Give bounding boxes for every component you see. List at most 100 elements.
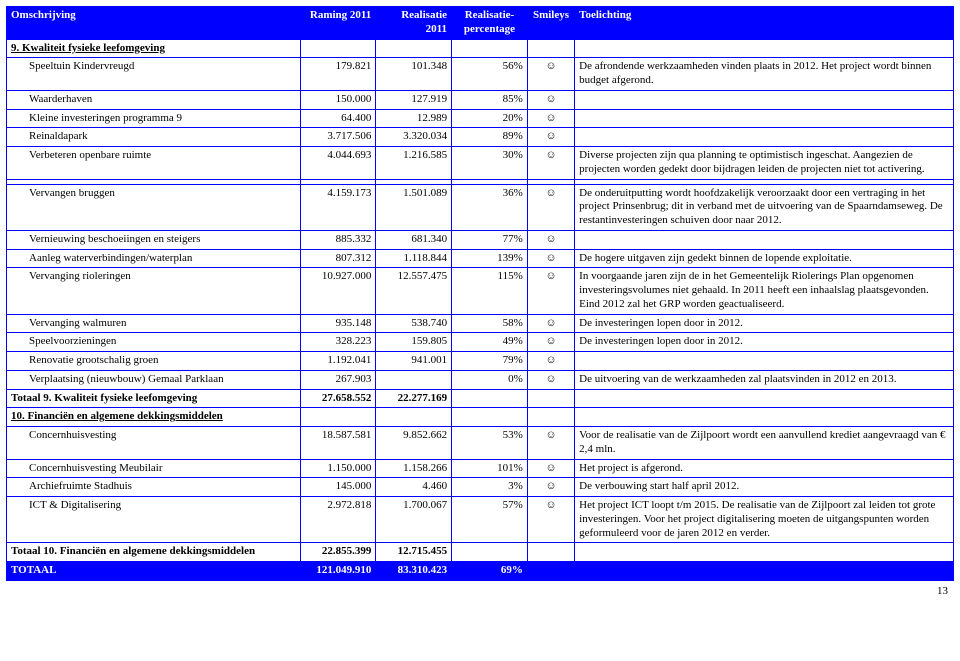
hdr-realisatie: Realisatie 2011 xyxy=(376,7,452,40)
row-toel: Diverse projecten zijn qua planning te o… xyxy=(575,147,954,180)
row-pct: 53% xyxy=(452,427,528,460)
row-smile: ☺ xyxy=(527,109,574,128)
row-desc: Archiefruimte Stadhuis xyxy=(7,478,301,497)
row-real: 3.320.034 xyxy=(376,128,452,147)
row-pct: 77% xyxy=(452,230,528,249)
row-smile: ☺ xyxy=(527,268,574,314)
row-desc: Verplaatsing (nieuwbouw) Gemaal Parklaan xyxy=(7,370,301,389)
hdr-omschrijving: Omschrijving xyxy=(7,7,301,40)
row-smile: ☺ xyxy=(527,459,574,478)
smiley-icon: ☺ xyxy=(545,112,556,126)
row-desc: Reinaldapark xyxy=(7,128,301,147)
row-toel: De onderuitputting wordt hoofdzakelijk v… xyxy=(575,184,954,230)
section9-title: 9. Kwaliteit fysieke leefomgeving xyxy=(7,39,301,58)
budget-table: Omschrijving Raming 2011 Realisatie 2011… xyxy=(6,6,954,581)
row-desc: Speelvoorzieningen xyxy=(7,333,301,352)
table-row: Reinaldapark3.717.5063.320.03489%☺ xyxy=(7,128,954,147)
row-pct: 139% xyxy=(452,249,528,268)
table-row: ICT & Digitalisering2.972.8181.700.06757… xyxy=(7,497,954,543)
row-smile: ☺ xyxy=(527,352,574,371)
row-real: 4.460 xyxy=(376,478,452,497)
row-toel xyxy=(575,352,954,371)
row-real: 1.501.089 xyxy=(376,184,452,230)
row-toel: Het project ICT loopt t/m 2015. De reali… xyxy=(575,497,954,543)
grand-raming: 121.049.910 xyxy=(300,562,376,581)
row-raming: 64.400 xyxy=(300,109,376,128)
row-desc: Concernhuisvesting xyxy=(7,427,301,460)
row-desc: Kleine investeringen programma 9 xyxy=(7,109,301,128)
section10-total-raming: 22.855.399 xyxy=(300,543,376,562)
row-pct: 49% xyxy=(452,333,528,352)
row-raming: 179.821 xyxy=(300,58,376,91)
row-raming: 145.000 xyxy=(300,478,376,497)
row-toel: Het project is afgerond. xyxy=(575,459,954,478)
row-toel: Voor de realisatie van de Zijlpoort word… xyxy=(575,427,954,460)
row-raming: 807.312 xyxy=(300,249,376,268)
row-toel: De hogere uitgaven zijn gedekt binnen de… xyxy=(575,249,954,268)
row-pct: 115% xyxy=(452,268,528,314)
row-pct: 58% xyxy=(452,314,528,333)
row-desc: Renovatie grootschalig groen xyxy=(7,352,301,371)
row-pct: 3% xyxy=(452,478,528,497)
smiley-icon: ☺ xyxy=(545,60,556,74)
row-desc: Speeltuin Kindervreugd xyxy=(7,58,301,91)
row-smile: ☺ xyxy=(527,427,574,460)
smiley-icon: ☺ xyxy=(545,252,556,266)
section10-title: 10. Financiën en algemene dekkingsmiddel… xyxy=(7,408,301,427)
row-pct: 20% xyxy=(452,109,528,128)
row-smile: ☺ xyxy=(527,128,574,147)
row-raming: 1.150.000 xyxy=(300,459,376,478)
row-toel: De verbouwing start half april 2012. xyxy=(575,478,954,497)
row-desc: ICT & Digitalisering xyxy=(7,497,301,543)
grand-label: TOTAAL xyxy=(7,562,301,581)
row-real: 681.340 xyxy=(376,230,452,249)
row-pct: 89% xyxy=(452,128,528,147)
smiley-icon: ☺ xyxy=(545,233,556,247)
row-smile: ☺ xyxy=(527,249,574,268)
row-pct: 79% xyxy=(452,352,528,371)
smiley-icon: ☺ xyxy=(545,270,556,284)
row-desc: Vervanging rioleringen xyxy=(7,268,301,314)
smiley-icon: ☺ xyxy=(545,130,556,144)
row-toel: De uitvoering van de werkzaamheden zal p… xyxy=(575,370,954,389)
section10-total-row: Totaal 10. Financiën en algemene dekking… xyxy=(7,543,954,562)
row-desc: Verbeteren openbare ruimte xyxy=(7,147,301,180)
hdr-pct-a: Realisatie- xyxy=(465,9,514,21)
page-number: 13 xyxy=(6,581,954,597)
smiley-icon: ☺ xyxy=(545,480,556,494)
section10-total-real: 12.715.455 xyxy=(376,543,452,562)
row-real: 1.118.844 xyxy=(376,249,452,268)
smiley-icon: ☺ xyxy=(545,499,556,513)
hdr-realisatie-b: 2011 xyxy=(426,23,447,35)
row-smile: ☺ xyxy=(527,230,574,249)
row-toel: De investeringen lopen door in 2012. xyxy=(575,333,954,352)
row-toel xyxy=(575,90,954,109)
smiley-icon: ☺ xyxy=(545,335,556,349)
smiley-icon: ☺ xyxy=(545,462,556,476)
row-raming: 4.044.693 xyxy=(300,147,376,180)
smiley-icon: ☺ xyxy=(545,317,556,331)
hdr-pct-b: percentage xyxy=(464,23,515,35)
table-row: Speelvoorzieningen328.223159.80549%☺De i… xyxy=(7,333,954,352)
table-row: Waarderhaven150.000127.91985%☺ xyxy=(7,90,954,109)
row-toel xyxy=(575,230,954,249)
row-raming: 4.159.173 xyxy=(300,184,376,230)
grand-real: 83.310.423 xyxy=(376,562,452,581)
table-row: Vernieuwing beschoeiingen en steigers885… xyxy=(7,230,954,249)
row-smile: ☺ xyxy=(527,478,574,497)
row-real: 538.740 xyxy=(376,314,452,333)
row-raming: 328.223 xyxy=(300,333,376,352)
hdr-raming: Raming 2011 xyxy=(300,7,376,40)
row-raming: 885.332 xyxy=(300,230,376,249)
table-row: Speeltuin Kindervreugd179.821101.34856%☺… xyxy=(7,58,954,91)
row-real: 9.852.662 xyxy=(376,427,452,460)
row-toel xyxy=(575,109,954,128)
smiley-icon: ☺ xyxy=(545,373,556,387)
row-real: 941.001 xyxy=(376,352,452,371)
row-real: 1.700.067 xyxy=(376,497,452,543)
table-row: Vervangen bruggen4.159.1731.501.08936%☺D… xyxy=(7,184,954,230)
section9-title-row: 9. Kwaliteit fysieke leefomgeving xyxy=(7,39,954,58)
hdr-toelichting: Toelichting xyxy=(575,7,954,40)
row-smile: ☺ xyxy=(527,147,574,180)
row-raming: 935.148 xyxy=(300,314,376,333)
